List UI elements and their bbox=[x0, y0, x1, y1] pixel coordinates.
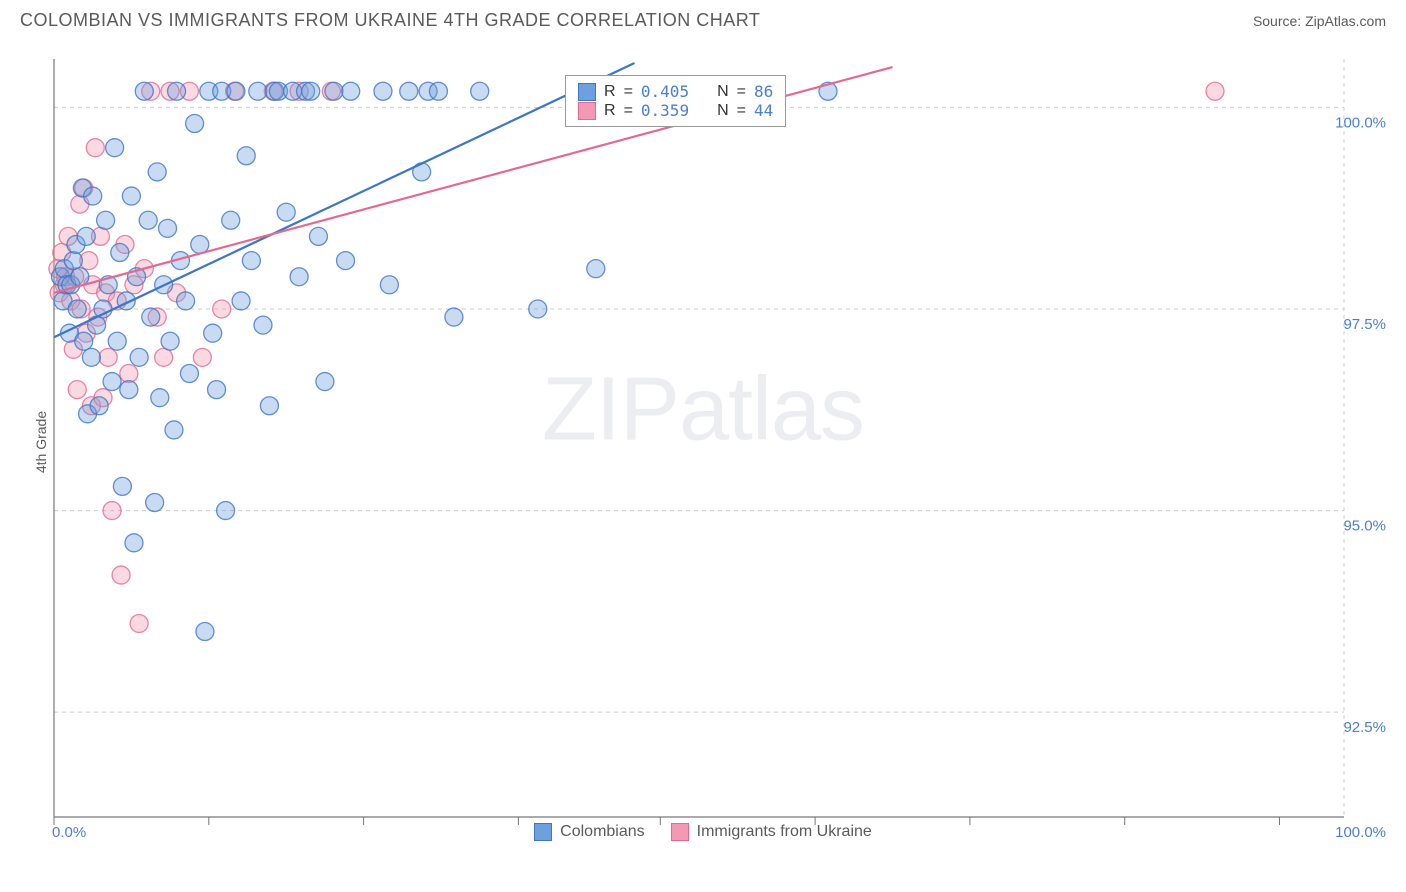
eq-label: = bbox=[624, 102, 633, 120]
n-value-colombians: 86 bbox=[754, 82, 773, 101]
correlation-stats-box: R = 0.405 N = 86 R = 0.359 N = 44 bbox=[565, 75, 786, 127]
r-label: R bbox=[604, 83, 616, 101]
eq-label: = bbox=[737, 102, 746, 120]
svg-text:97.5%: 97.5% bbox=[1343, 316, 1386, 333]
x-max-label: 100.0% bbox=[1335, 824, 1386, 841]
legend-label: Colombians bbox=[560, 823, 644, 841]
n-label: N bbox=[717, 83, 729, 101]
chart-header: COLOMBIAN VS IMMIGRANTS FROM UKRAINE 4TH… bbox=[0, 0, 1406, 37]
swatch-colombians bbox=[578, 83, 596, 101]
eq-label: = bbox=[737, 83, 746, 101]
swatch-ukraine bbox=[578, 102, 596, 120]
chart-container: 4th Grade 92.5%95.0%97.5%100.0% ZIPatlas… bbox=[0, 37, 1406, 847]
svg-text:92.5%: 92.5% bbox=[1343, 719, 1386, 736]
n-value-ukraine: 44 bbox=[754, 101, 773, 120]
svg-text:100.0%: 100.0% bbox=[1335, 114, 1386, 131]
legend-item-colombians: Colombians bbox=[534, 823, 644, 841]
stats-row-ukraine: R = 0.359 N = 44 bbox=[578, 101, 773, 120]
r-label: R bbox=[604, 102, 616, 120]
chart-title: COLOMBIAN VS IMMIGRANTS FROM UKRAINE 4TH… bbox=[20, 10, 760, 31]
n-label: N bbox=[717, 102, 729, 120]
scatter-chart: 92.5% 95.0% 97.5% 100.0% bbox=[44, 37, 1396, 847]
bottom-legend: Colombians Immigrants from Ukraine bbox=[0, 823, 1406, 841]
swatch-ukraine bbox=[671, 823, 689, 841]
svg-text:95.0%: 95.0% bbox=[1343, 518, 1386, 535]
swatch-colombians bbox=[534, 823, 552, 841]
chart-source: Source: ZipAtlas.com bbox=[1253, 13, 1386, 29]
r-value-ukraine: 0.359 bbox=[641, 101, 689, 120]
legend-item-ukraine: Immigrants from Ukraine bbox=[671, 823, 872, 841]
legend-label: Immigrants from Ukraine bbox=[697, 823, 872, 841]
eq-label: = bbox=[624, 83, 633, 101]
stats-row-colombians: R = 0.405 N = 86 bbox=[578, 82, 773, 101]
x-min-label: 0.0% bbox=[52, 824, 86, 841]
r-value-colombians: 0.405 bbox=[641, 82, 689, 101]
